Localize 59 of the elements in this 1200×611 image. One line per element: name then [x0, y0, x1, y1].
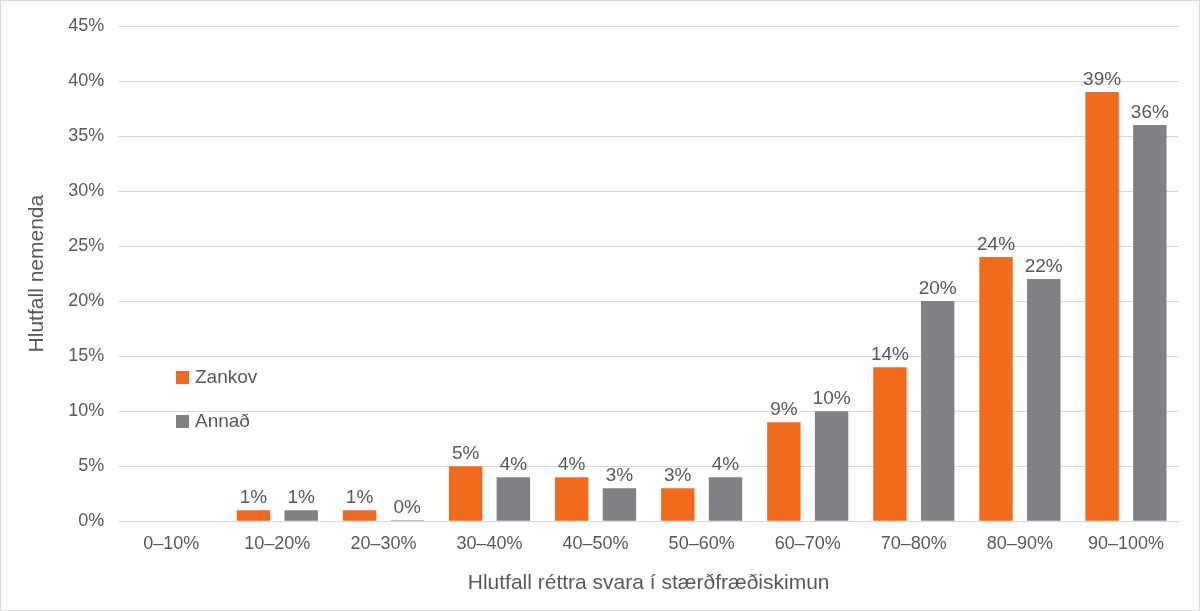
x-tick-label: 70–80%	[880, 532, 947, 553]
data-label: 39%	[1083, 67, 1122, 89]
bar	[979, 257, 1013, 521]
bar	[602, 488, 637, 521]
bar	[1085, 92, 1119, 521]
bar	[1133, 125, 1167, 521]
x-tick-label: 40–50%	[562, 532, 629, 553]
bar	[236, 510, 271, 521]
data-label: 1%	[345, 485, 374, 507]
y-axis-title: Hlutfall nemenda	[24, 194, 48, 353]
data-label: 4%	[711, 452, 740, 474]
x-tick-label: 80–90%	[986, 532, 1053, 553]
bar	[1027, 279, 1061, 521]
data-label: 20%	[918, 276, 957, 298]
y-tick-label: 10%	[68, 400, 105, 421]
x-tick-label: 50–60%	[668, 532, 735, 553]
y-tick-label: 20%	[68, 290, 105, 311]
y-tick-label: 0%	[78, 510, 105, 531]
y-tick-label: 5%	[78, 455, 105, 476]
data-label: 4%	[499, 452, 528, 474]
bar	[920, 301, 955, 521]
data-label: 3%	[664, 463, 692, 485]
y-tick-label: 30%	[68, 180, 105, 201]
bar	[661, 488, 695, 521]
bar	[496, 477, 531, 521]
bar	[873, 367, 907, 521]
bar	[448, 466, 483, 521]
x-axis-title: Hlutfall réttra svara í stærðfræðiskimun	[467, 570, 830, 594]
bar	[767, 422, 801, 521]
legend-label: Zankov	[195, 366, 258, 388]
data-label: 24%	[977, 232, 1016, 254]
x-tick-label: 20–30%	[350, 532, 417, 553]
data-label: 3%	[605, 463, 634, 485]
x-tick-label: 90–100%	[1087, 532, 1164, 553]
bar	[342, 510, 377, 521]
x-tick-label: 0–10%	[143, 532, 200, 553]
bar	[708, 477, 743, 521]
y-tick-label: 25%	[68, 235, 105, 256]
data-label: 9%	[770, 397, 798, 419]
data-label: 1%	[287, 485, 316, 507]
data-label: 5%	[451, 441, 480, 463]
bar	[814, 411, 849, 521]
data-label: 14%	[870, 342, 910, 364]
bar	[284, 510, 318, 521]
data-label: 36%	[1130, 100, 1169, 122]
bar	[555, 477, 589, 521]
x-tick-label: 60–70%	[774, 532, 841, 553]
y-tick-label: 45%	[68, 14, 105, 35]
data-label: 1%	[239, 485, 268, 507]
y-tick-label: 15%	[68, 345, 105, 366]
x-tick-label: 30–40%	[456, 532, 523, 553]
legend-label: Annað	[195, 410, 250, 432]
x-tick-label: 10–20%	[244, 532, 311, 553]
y-tick-label: 40%	[68, 69, 105, 90]
data-label: 22%	[1024, 254, 1063, 276]
data-label: 0%	[393, 495, 422, 517]
y-tick-label: 35%	[68, 125, 105, 146]
data-label: 10%	[812, 386, 851, 408]
data-label: 4%	[557, 452, 586, 474]
